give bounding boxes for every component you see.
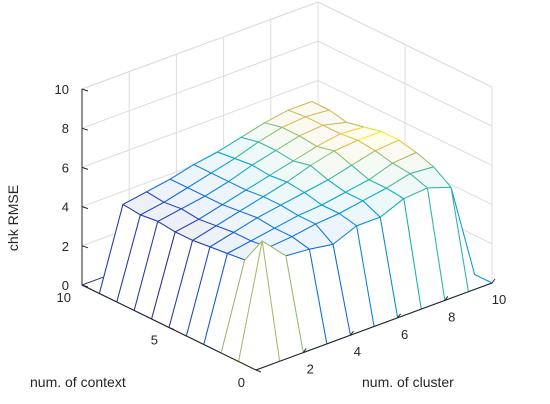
y-tick	[168, 327, 175, 330]
z-tick-label: 0	[62, 278, 69, 293]
x-tick-label: 8	[448, 309, 455, 324]
z-tick-label: 6	[62, 160, 69, 175]
z-tick-label: 2	[62, 239, 69, 254]
x-tick-label: 10	[492, 292, 506, 307]
z-tick	[81, 166, 89, 170]
z-tick	[81, 88, 89, 92]
y-tick	[81, 284, 88, 288]
x-axis-line	[255, 282, 493, 371]
z-tick-label: 4	[62, 200, 69, 215]
z-tick-label: 10	[55, 82, 69, 97]
x-tick	[444, 296, 449, 301]
x-tick	[302, 348, 307, 353]
axes	[81, 88, 496, 373]
x-tick	[491, 278, 496, 284]
x-axis-label: num. of cluster	[362, 374, 454, 390]
x-tick	[349, 330, 354, 336]
x-tick-label: 2	[307, 362, 314, 377]
y-tick	[255, 369, 262, 373]
z-tick-label: 8	[62, 121, 69, 136]
x-tick	[397, 313, 402, 319]
z-tick	[81, 127, 89, 131]
z-axis-label: chk RMSE	[5, 185, 21, 251]
surface-mesh	[81, 101, 493, 371]
y-axis-label: num. of context	[30, 374, 126, 390]
z-tick	[81, 245, 89, 249]
x-tick-label: 6	[401, 327, 408, 342]
y-tick-label: 10	[57, 290, 71, 305]
x-tick-label: 4	[354, 344, 361, 359]
y-tick-label: 0	[238, 375, 245, 390]
z-tick	[81, 206, 89, 210]
y-tick-label: 5	[151, 333, 158, 348]
